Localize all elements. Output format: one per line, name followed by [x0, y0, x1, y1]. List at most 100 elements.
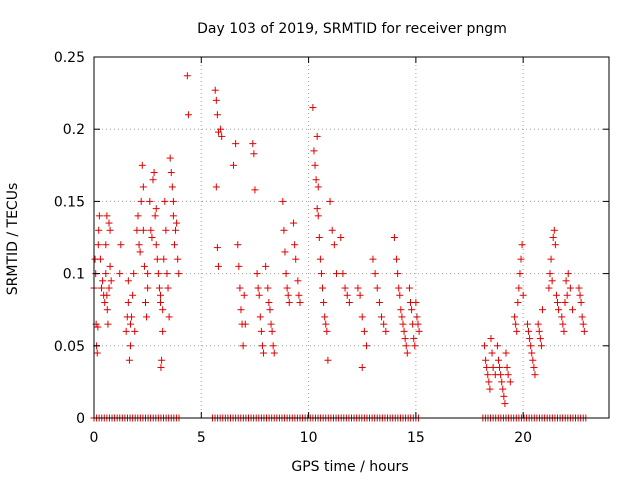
data-point [101, 298, 109, 306]
data-point [576, 291, 584, 299]
data-point [360, 327, 368, 335]
data-point [397, 306, 405, 314]
data-point [496, 363, 504, 371]
data-point [157, 291, 165, 299]
data-point [128, 313, 136, 321]
data-point [489, 363, 497, 371]
data-point [269, 342, 277, 350]
data-point [356, 291, 364, 299]
data-point [564, 270, 572, 278]
data-point [124, 298, 132, 306]
data-point [122, 327, 130, 335]
data-point [499, 385, 507, 393]
data-point [400, 327, 408, 335]
data-point [546, 270, 554, 278]
data-point [575, 284, 583, 292]
data-point [493, 342, 501, 350]
data-point [131, 327, 139, 335]
data-point [260, 349, 268, 357]
data-point [395, 284, 403, 292]
data-point [125, 356, 133, 364]
data-point [214, 262, 222, 270]
data-point [106, 226, 114, 234]
data-point [378, 313, 386, 321]
data-point [320, 298, 328, 306]
data-point [213, 111, 221, 119]
data-point [562, 277, 570, 285]
y-tick-label: 0.05 [54, 339, 85, 355]
data-point [106, 262, 114, 270]
data-point [373, 284, 381, 292]
x-axis-label: GPS time / hours [291, 459, 408, 475]
data-point [129, 291, 137, 299]
data-point [136, 248, 144, 256]
data-point [398, 313, 406, 321]
data-point [158, 356, 166, 364]
data-point [172, 226, 180, 234]
data-point [390, 234, 398, 241]
data-point [279, 197, 287, 205]
data-point [488, 349, 496, 357]
data-point [296, 298, 304, 306]
data-point [548, 277, 556, 285]
data-point [140, 262, 148, 270]
data-point [343, 291, 351, 299]
data-point [169, 212, 177, 220]
data-point [142, 298, 149, 306]
data-point [265, 298, 273, 306]
data-point [292, 255, 300, 263]
data-point [341, 284, 349, 292]
data-point [375, 298, 383, 306]
data-point [515, 284, 523, 292]
data-point [166, 154, 174, 162]
data-point [281, 248, 289, 256]
data-point [285, 298, 293, 306]
data-point [324, 356, 332, 364]
data-point [159, 306, 167, 314]
data-point [411, 342, 419, 350]
data-point [547, 255, 555, 263]
data-point [414, 320, 422, 328]
data-point [103, 306, 111, 314]
data-point [310, 147, 318, 155]
data-point [517, 255, 525, 263]
data-point [501, 400, 509, 408]
data-point [482, 356, 490, 364]
data-point [402, 342, 410, 350]
data-point [485, 378, 493, 386]
data-point [153, 255, 161, 263]
data-point [504, 371, 512, 379]
data-point [95, 226, 103, 234]
data-point [534, 320, 542, 328]
data-point [396, 291, 404, 299]
data-point [394, 270, 402, 278]
data-point [321, 313, 329, 321]
data-point [309, 104, 317, 112]
data-point [266, 306, 274, 314]
data-point [313, 132, 321, 140]
data-point [144, 284, 152, 292]
data-point [212, 96, 220, 104]
data-point [345, 298, 353, 306]
data-point [143, 313, 151, 321]
data-point [561, 298, 569, 306]
data-point [218, 132, 226, 140]
data-point [525, 327, 533, 335]
data-point [103, 291, 111, 299]
data-point [317, 270, 325, 278]
data-point [487, 335, 495, 343]
data-point [295, 291, 303, 299]
data-point [240, 291, 248, 299]
data-point [175, 270, 183, 278]
data-point [323, 327, 331, 335]
data-point [550, 226, 558, 234]
data-point [184, 111, 192, 119]
data-point [163, 270, 171, 278]
data-point [212, 183, 220, 191]
data-point [253, 270, 261, 278]
data-point [506, 378, 514, 386]
data-point [339, 270, 347, 278]
data-point [117, 241, 125, 249]
data-point [503, 363, 511, 371]
